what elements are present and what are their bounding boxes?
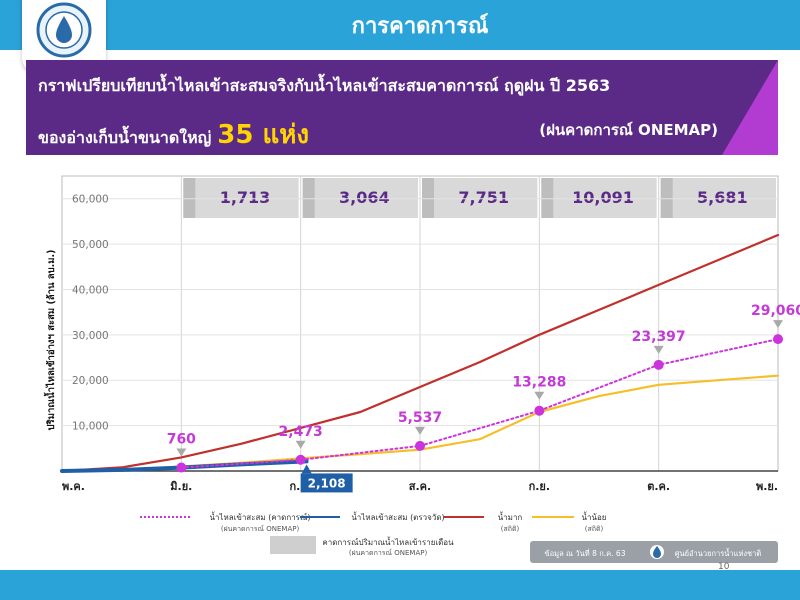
legend-forecast-sub: (ฝนคาดการณ์ ONEMAP)	[221, 525, 300, 533]
monthly-box-shade	[541, 178, 554, 218]
water-drop-icon	[650, 545, 664, 559]
banner-title: กราฟเปรียบเทียบน้ำไหลเข้าสะสมจริงกับน้ำไ…	[38, 76, 611, 95]
forecast-point-label: 23,397	[632, 329, 686, 345]
legend-actual-label: น้ำไหลเข้าสะสม (ตรวจวัด)	[351, 511, 444, 522]
forecast-point-label: 5,537	[398, 410, 442, 426]
monthly-value: 10,091	[572, 188, 634, 207]
series-forecast-line	[180, 338, 779, 469]
forecast-point	[415, 440, 425, 451]
forecast-point-label: 2,473	[279, 424, 323, 440]
monthly-box	[183, 178, 299, 218]
legend-monthly-label: คาดการณ์ปริมาณน้ำไหลเข้ารายเดือน	[322, 536, 454, 547]
banner-subtitle: ของอ่างเก็บน้ำขนาดใหญ่ 35 แห่ง	[38, 114, 309, 155]
banner-source: (ฝนคาดการณ์ ONEMAP)	[539, 121, 718, 139]
monthly-box-shade	[660, 178, 673, 218]
forecast-point	[653, 359, 664, 370]
forecast-point-marker	[653, 345, 664, 354]
y-tick-label: 20,000	[72, 375, 109, 387]
banner-subtitle-text: ของอ่างเก็บน้ำขนาดใหญ่	[38, 128, 212, 147]
forecast-point	[295, 454, 306, 465]
legend-dry-label: น้ำน้อย	[582, 511, 607, 522]
y-tick-label: 10,000	[72, 421, 109, 433]
forecast-point-marker	[176, 448, 187, 457]
actual-callout-pointer	[301, 464, 312, 474]
x-tick-label: มิ.ย.	[170, 480, 192, 493]
source-date: ข้อมูล ณ วันที่ 8 ก.ค. 63	[545, 548, 626, 558]
legend-monthly-sub: (ฝนคาดการณ์ ONEMAP)	[349, 549, 428, 557]
forecast-point-marker	[534, 391, 545, 400]
legend-forecast-label: น้ำไหลเข้าสะสม (คาดการณ์)	[209, 511, 310, 522]
monthly-box	[660, 178, 776, 218]
series-wet-line	[60, 233, 780, 473]
monthly-box	[422, 178, 538, 218]
bottom-bar	[0, 570, 800, 600]
y-tick-label: 40,000	[72, 284, 109, 296]
legend-wet-sub: (สถิติ)	[501, 525, 520, 533]
chart: 1,713 3,064 7,751 10,091 5,681 ปริมาณน้ำไหลเ…	[43, 175, 800, 563]
forecast-point-marker	[415, 426, 425, 435]
forecast-point-label: 29,060	[751, 303, 800, 319]
x-tick-label: ก.ย.	[529, 480, 550, 493]
actual-callout-value: 2,108	[308, 476, 346, 490]
legend-wet-label: น้ำมาก	[498, 511, 523, 522]
y-tick-label: 60,000	[72, 194, 109, 206]
monthly-box-shade	[183, 178, 196, 218]
legend-monthly-swatch	[270, 536, 316, 554]
page-title: การคาดการณ์	[351, 14, 489, 39]
x-tick-label: ต.ค.	[647, 480, 670, 493]
x-tick-label: พ.ย.	[756, 480, 778, 493]
forecast-point	[176, 462, 187, 473]
monthly-value: 5,681	[697, 188, 748, 207]
agency-name: ศูนย์อำนวยการน้ำแห่งชาติ	[675, 548, 762, 558]
actual-callout-box	[300, 473, 353, 493]
monthly-box-shade	[302, 178, 315, 218]
y-tick-label: 50,000	[72, 239, 109, 251]
y-tick-label: 30,000	[72, 330, 109, 342]
forecast-point	[773, 334, 783, 345]
banner-accent	[722, 60, 778, 155]
forecast-point-label: 13,288	[512, 375, 566, 391]
title-banner: กราฟเปรียบเทียบน้ำไหลเข้าสะสมจริงกับน้ำไ…	[26, 60, 778, 155]
reservoir-count: 35 แห่ง	[217, 120, 310, 150]
monthly-value: 1,713	[220, 188, 271, 207]
x-tick-label: พ.ค.	[62, 480, 85, 493]
legend-dry-sub: (สถิติ)	[585, 525, 604, 533]
monthly-value: 3,064	[339, 188, 390, 207]
forecast-point-marker	[773, 320, 783, 329]
monthly-box	[541, 178, 657, 218]
forecast-point-marker	[295, 440, 306, 449]
y-axis-label: ปริมาณน้ำไหลเข้าอ่างฯ สะสม (ล้าน ลบ.ม.)	[43, 250, 57, 431]
page-number: 10	[718, 562, 730, 572]
forecast-point-label: 760	[167, 432, 196, 448]
forecast-point	[534, 405, 545, 416]
x-tick-label: ส.ค.	[409, 480, 431, 493]
top-bar: การคาดการณ์	[0, 0, 800, 50]
monthly-box	[302, 178, 418, 218]
monthly-value: 7,751	[458, 188, 509, 207]
monthly-box-shade	[422, 178, 434, 218]
